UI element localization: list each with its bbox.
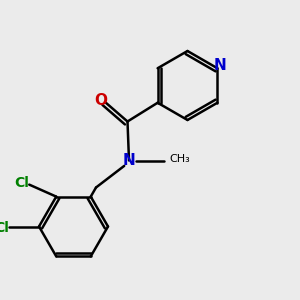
Text: N: N	[213, 58, 226, 74]
Text: Cl: Cl	[14, 176, 29, 190]
Text: O: O	[94, 93, 107, 108]
Text: Cl: Cl	[0, 221, 9, 235]
Text: CH₃: CH₃	[169, 154, 190, 164]
Text: N: N	[123, 153, 135, 168]
